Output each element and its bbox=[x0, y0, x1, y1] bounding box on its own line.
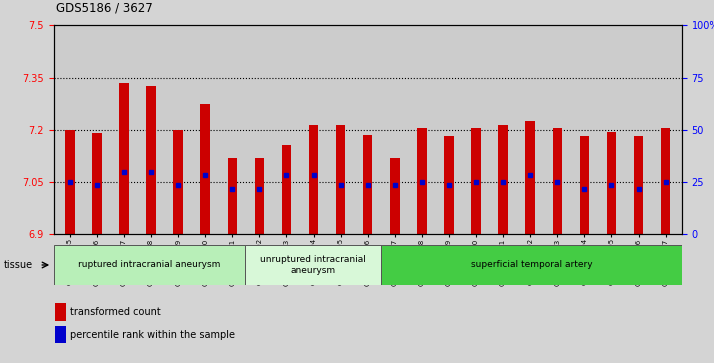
Bar bbox=[580, 136, 589, 234]
Bar bbox=[245, 245, 381, 285]
Bar bbox=[92, 133, 101, 234]
Text: GDS5186 / 3627: GDS5186 / 3627 bbox=[56, 2, 153, 15]
Bar bbox=[201, 104, 210, 234]
Bar bbox=[55, 326, 66, 343]
Bar bbox=[417, 128, 426, 234]
Bar bbox=[282, 146, 291, 234]
Text: tissue: tissue bbox=[4, 260, 33, 270]
Bar bbox=[498, 125, 508, 234]
Text: percentile rank within the sample: percentile rank within the sample bbox=[69, 330, 235, 340]
Bar bbox=[336, 125, 346, 234]
Bar bbox=[381, 245, 682, 285]
Text: unruptured intracranial
aneurysm: unruptured intracranial aneurysm bbox=[260, 255, 366, 275]
Bar bbox=[54, 245, 245, 285]
Bar bbox=[55, 303, 66, 321]
Bar bbox=[471, 128, 481, 234]
Text: superficial temporal artery: superficial temporal artery bbox=[471, 261, 593, 269]
Bar bbox=[444, 136, 453, 234]
Bar bbox=[553, 128, 562, 234]
Text: transformed count: transformed count bbox=[69, 307, 161, 317]
Bar bbox=[146, 86, 156, 234]
Text: ruptured intracranial aneurysm: ruptured intracranial aneurysm bbox=[78, 261, 221, 269]
Bar bbox=[363, 135, 373, 234]
Bar bbox=[119, 83, 129, 234]
Bar bbox=[174, 130, 183, 234]
Bar bbox=[228, 158, 237, 234]
Bar bbox=[607, 131, 616, 234]
Bar bbox=[308, 125, 318, 234]
Bar bbox=[661, 128, 670, 234]
Bar bbox=[634, 136, 643, 234]
Bar bbox=[65, 130, 74, 234]
Bar bbox=[390, 158, 400, 234]
Bar bbox=[526, 121, 535, 234]
Bar bbox=[255, 158, 264, 234]
